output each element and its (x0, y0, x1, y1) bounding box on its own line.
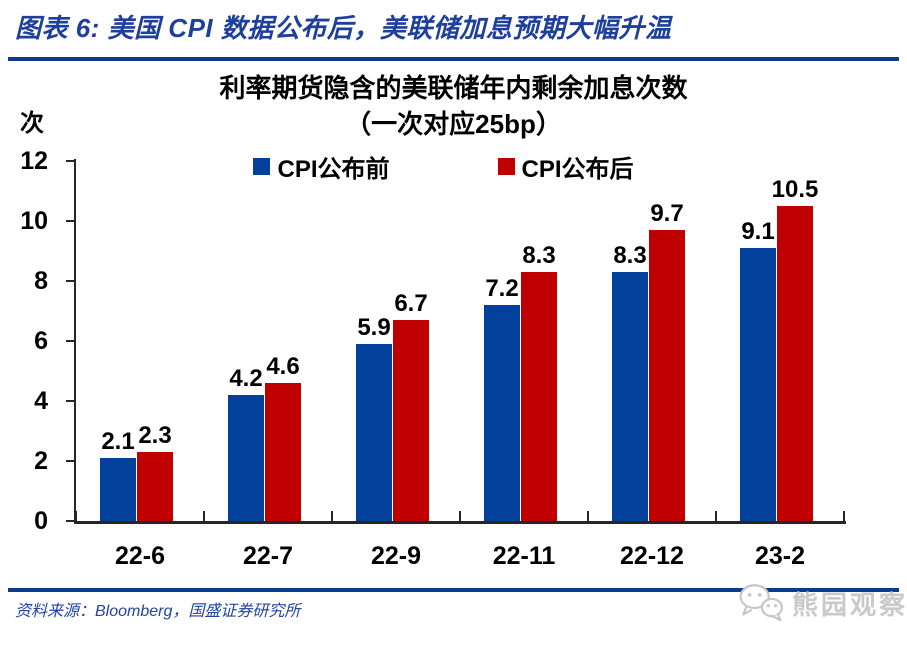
chart-subtitle: （一次对应25bp） (345, 109, 562, 139)
bar-cpi-after (521, 272, 557, 521)
bar-cpi-before (356, 344, 392, 521)
bar-value-label: 9.7 (650, 200, 684, 227)
bar-value-label: 4.6 (266, 353, 300, 380)
legend-label-cpi-before: CPI公布前 (277, 156, 390, 183)
x-category-label: 22-9 (370, 542, 422, 570)
x-tick (459, 511, 461, 521)
bar-cpi-after (137, 452, 173, 521)
bar-value-label: 7.2 (485, 275, 519, 302)
legend-item-cpi-after: CPI公布后 (497, 149, 634, 184)
bar-cpi-before (740, 248, 776, 521)
y-tick-label: 2 (34, 447, 48, 475)
bar-cpi-after (649, 230, 685, 521)
bar-cpi-before (484, 305, 520, 521)
bar-value-label: 8.3 (613, 242, 647, 269)
title-rule (8, 57, 899, 61)
x-category-label: 22-6 (114, 542, 166, 570)
bar-value-label: 9.1 (741, 218, 775, 245)
bar-value-label: 8.3 (522, 242, 556, 269)
y-axis-unit-label: 次 (20, 110, 44, 137)
x-category-label: 22-7 (242, 542, 294, 570)
page-title: 图表 6: 美国 CPI 数据公布后，美联储加息预期大幅升温 (15, 13, 672, 43)
x-category-label: 22-11 (492, 542, 556, 570)
x-category-label: 23-2 (754, 542, 806, 570)
bar-value-label: 6.7 (394, 290, 428, 317)
y-tick (66, 340, 75, 342)
watermark-label: 熊园观察 (792, 589, 907, 620)
y-tick (66, 280, 75, 282)
y-tick (66, 400, 75, 402)
y-tick (66, 460, 75, 462)
y-tick-label: 10 (20, 207, 48, 235)
x-category-label: 22-12 (620, 542, 684, 570)
bar-value-label: 5.9 (357, 314, 391, 341)
x-tick (331, 511, 333, 521)
wechat-icon (739, 584, 783, 622)
bar-value-label: 2.1 (101, 428, 135, 455)
y-tick-label: 4 (34, 387, 48, 415)
legend-swatch-red (497, 158, 515, 175)
x-tick (587, 511, 589, 521)
footer-rule (8, 588, 899, 592)
bar-cpi-before (100, 458, 136, 521)
y-tick (66, 520, 75, 522)
x-axis-line (74, 521, 846, 524)
bar-cpi-after (777, 206, 813, 521)
y-tick-label: 8 (34, 267, 48, 295)
legend-swatch-blue (253, 158, 271, 175)
x-tick (843, 511, 845, 521)
bar-value-label: 4.2 (229, 365, 263, 392)
y-axis-line (74, 159, 76, 524)
chart-title: 利率期货隐含的美联储年内剩余加息次数 (219, 73, 688, 103)
legend-label-cpi-after: CPI公布后 (521, 156, 634, 183)
bar-cpi-after (393, 320, 429, 521)
x-tick (203, 511, 205, 521)
y-tick-label: 0 (34, 507, 48, 535)
legend-item-cpi-before: CPI公布前 (253, 149, 390, 184)
x-tick (715, 511, 717, 521)
y-tick (66, 220, 75, 222)
legend: CPI公布前 CPI公布后 (0, 149, 897, 184)
y-tick-label: 6 (34, 327, 48, 355)
bar-cpi-after (265, 383, 301, 521)
bar-cpi-before (228, 395, 264, 521)
bar-cpi-before (612, 272, 648, 521)
x-tick (75, 511, 77, 521)
source-text: 资料来源：Bloomberg，国盛证券研究所 (15, 603, 301, 620)
watermark: 熊园观察 (736, 583, 907, 623)
bar-value-label: 2.3 (138, 422, 172, 449)
